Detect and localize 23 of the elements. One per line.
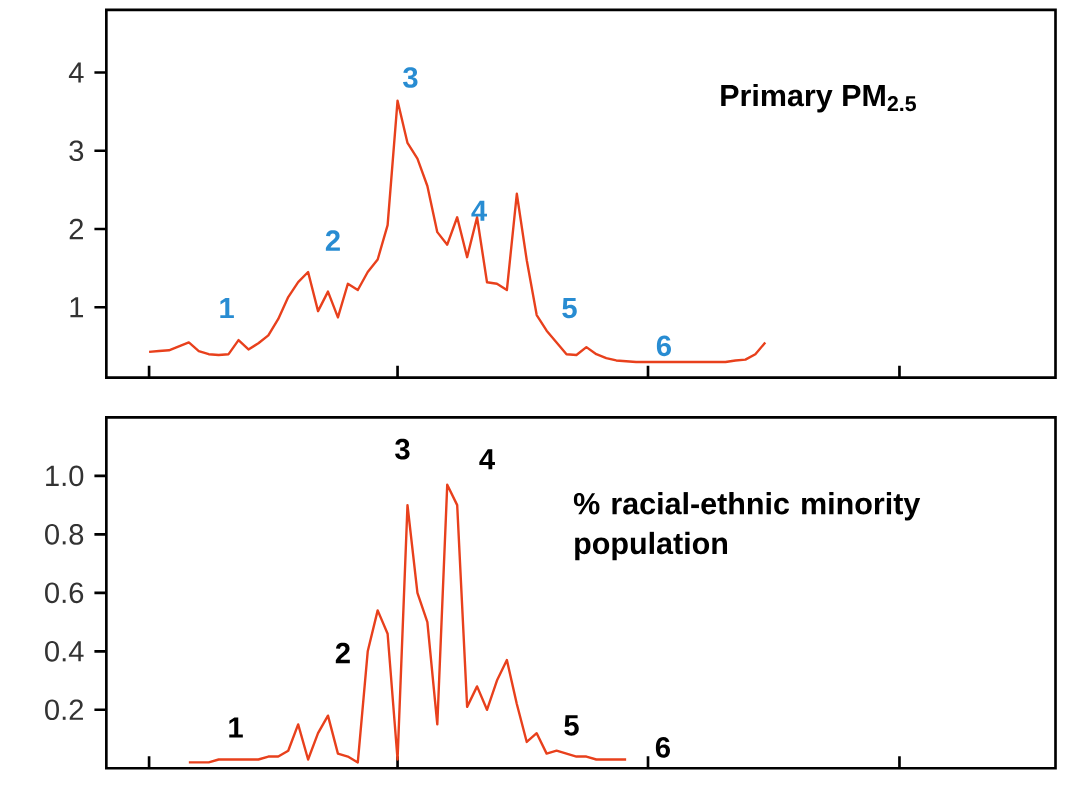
annotation: 4 xyxy=(479,449,495,470)
text: Primary PM$_{2.5}$ xyxy=(721,83,916,113)
y-tick-label: 0.2 xyxy=(45,699,83,721)
annotation: 5 xyxy=(562,297,577,319)
annotation: 5 xyxy=(564,715,579,736)
y-tick-label: 1.0 xyxy=(46,465,84,487)
y-tick-label: 4 xyxy=(68,62,84,83)
annotation: 2 xyxy=(335,642,350,664)
annotation: 6 xyxy=(656,335,671,357)
annotation: 6 xyxy=(655,737,670,758)
text: % racial-ethnic minority population xyxy=(573,492,921,561)
y-tick-label: 0.8 xyxy=(45,524,84,545)
y-tick-label: 2 xyxy=(69,218,83,240)
annotation: 3 xyxy=(395,438,410,460)
annotation: 3 xyxy=(403,67,418,88)
y-tick-label: 0.4 xyxy=(45,640,84,662)
y-tick-label: 1 xyxy=(70,297,84,318)
annotation: 1 xyxy=(220,298,234,319)
y-tick-label: 0.6 xyxy=(45,582,84,604)
y-tick-label: 3 xyxy=(69,140,84,162)
annotation: 4 xyxy=(471,200,488,221)
annotation: 2 xyxy=(325,230,340,251)
annotation: 1 xyxy=(229,717,243,738)
